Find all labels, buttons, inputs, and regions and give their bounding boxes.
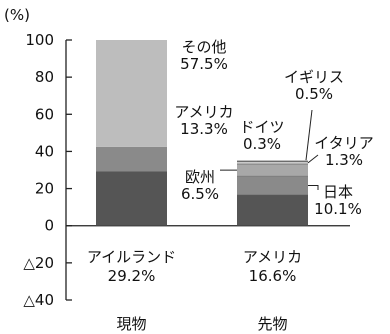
y-tick-label: 20 <box>35 180 54 198</box>
segment-label-name: ドイツ <box>239 118 284 136</box>
segment-label-value: 1.3% <box>325 151 363 169</box>
base-segment-value: 16.6% <box>249 267 297 285</box>
segment-label-name: イタリア <box>314 134 373 152</box>
bar-segment <box>96 171 167 226</box>
bar-segment <box>237 164 308 177</box>
segment-label-name: アメリカ <box>174 103 233 121</box>
segment-label-value: 10.1% <box>314 200 362 218</box>
bar-segment <box>237 161 308 165</box>
base-segment-name: アメリカ <box>243 248 302 266</box>
segment-label-name: 欧州 <box>185 168 215 186</box>
bar-segment <box>237 160 308 162</box>
base-segment-value: 29.2% <box>108 267 156 285</box>
y-tick-label: 40 <box>35 142 54 160</box>
y-tick-label: 100 <box>25 31 54 49</box>
callout-line <box>305 109 313 161</box>
segment-label-name: その他 <box>181 38 226 56</box>
segment-label-value: 0.3% <box>243 135 281 153</box>
bars <box>96 40 308 226</box>
callout-line <box>308 185 319 190</box>
y-tick-label: △20 <box>23 254 54 272</box>
segment-label-value: 0.5% <box>295 85 333 103</box>
segment-label-name: イギリス <box>284 68 344 86</box>
y-tick-label: 0 <box>44 217 54 235</box>
y-tick-label: △40 <box>23 291 54 309</box>
callout-line <box>307 154 319 164</box>
base-segment-name: アイルランド <box>87 248 176 266</box>
segment-label-value: 57.5% <box>180 55 228 73</box>
bar-segment <box>237 176 308 195</box>
segment-label-value: 6.5% <box>181 185 219 203</box>
segment-label-value: 13.3% <box>180 120 228 138</box>
unit-label: (%) <box>4 6 30 24</box>
category-label: 現物 <box>116 315 146 333</box>
y-tick-label: 80 <box>35 68 54 86</box>
y-tick-label: 60 <box>35 105 54 123</box>
category-label: 先物 <box>257 315 287 333</box>
bar-segment <box>96 146 167 172</box>
bar-segment <box>96 40 167 147</box>
segment-label-name: 日本 <box>323 183 353 201</box>
bar-segment <box>237 194 308 226</box>
